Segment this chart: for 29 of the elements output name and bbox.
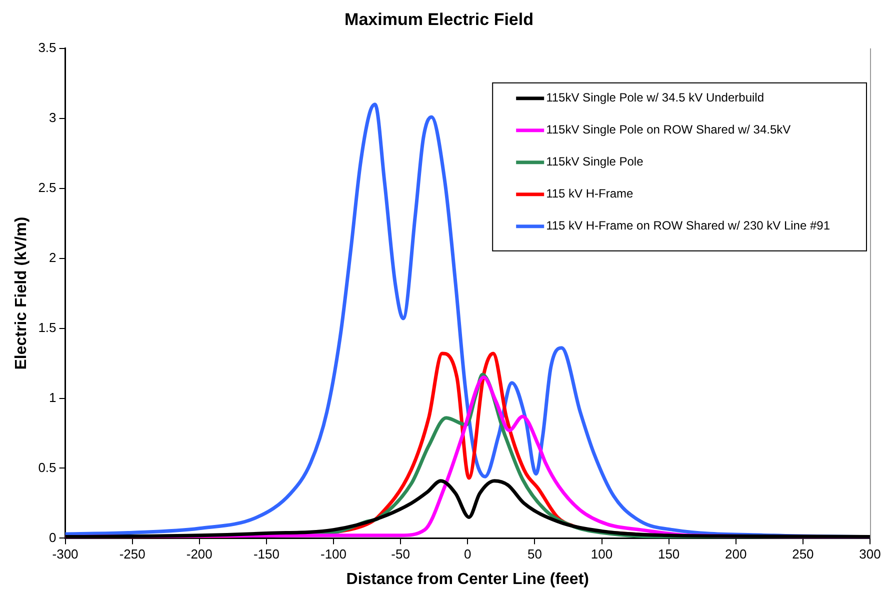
- y-tick-label: 0.5: [38, 460, 56, 475]
- x-tick-label: -200: [186, 546, 212, 562]
- legend-label: 115 kV H-Frame: [546, 186, 634, 201]
- y-tick-label: 2.5: [38, 180, 56, 195]
- x-axis-title: Distance from Center Line (feet): [346, 570, 589, 588]
- y-tick-label: 2: [49, 250, 56, 265]
- x-tick-label: 200: [725, 546, 747, 562]
- x-tick-label: 300: [859, 546, 881, 562]
- legend-label: 115 kV H-Frame on ROW Shared w/ 230 kV Line #91: [546, 218, 830, 233]
- y-tick-label: 3: [49, 110, 56, 125]
- x-tick-label: 150: [658, 546, 680, 562]
- y-tick-label: 0: [49, 530, 56, 545]
- x-tick-label: 100: [590, 546, 613, 562]
- y-tick-label: 1: [49, 390, 56, 405]
- y-tick-label: 1.5: [38, 320, 56, 335]
- x-tick-label: 50: [527, 546, 542, 562]
- legend-label: 115kV Single Pole: [546, 154, 644, 169]
- x-tick-label: -50: [391, 546, 410, 562]
- y-tick-label: 3.5: [38, 40, 56, 55]
- x-tick-label: -100: [320, 546, 347, 562]
- y-axis-title: Electric Field (kV/m): [13, 216, 30, 370]
- legend-label: 115kV Single Pole on ROW Shared w/ 34.5kV: [546, 122, 791, 137]
- x-tick-label: -150: [253, 546, 280, 562]
- x-tick-label: -300: [52, 546, 78, 562]
- x-tick-label: 250: [792, 546, 814, 562]
- chart-title: Maximum Electric Field: [344, 10, 534, 29]
- legend-label: 115kV Single Pole w/ 34.5 kV Underbuild: [546, 90, 764, 105]
- x-tick-label: 0: [464, 546, 472, 562]
- x-tick-label: -250: [119, 546, 146, 562]
